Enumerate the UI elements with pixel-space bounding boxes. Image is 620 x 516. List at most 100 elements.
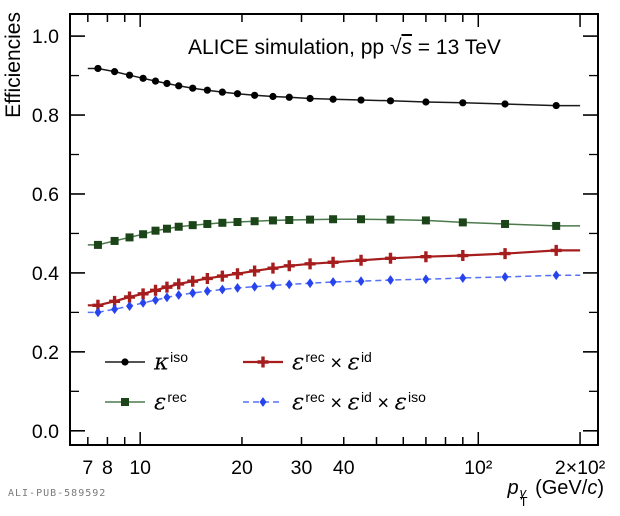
diamond-marker: [111, 304, 119, 315]
x-tick-label: 10²: [464, 457, 493, 479]
diamond-marker: [203, 286, 211, 296]
x-tick-label: 20: [231, 457, 253, 479]
circle-marker: [203, 86, 211, 94]
cross-marker: [124, 291, 136, 303]
circle-marker: [94, 64, 102, 73]
diamond-marker: [422, 274, 430, 285]
y-tick-label: 0.0: [32, 421, 59, 443]
x-tick-label: 30: [291, 457, 313, 479]
circle-marker: [163, 79, 171, 88]
title-sqrt-arg: s: [401, 36, 412, 59]
legend-label: εrec: [154, 388, 187, 416]
circle-marker: [125, 71, 134, 79]
cross-marker: [161, 281, 173, 293]
diamond-marker: [259, 397, 267, 407]
title-prefix: ALICE simulation, pp: [188, 36, 390, 59]
diamond-marker: [94, 307, 102, 318]
cross-marker: [457, 250, 469, 262]
square-marker: [306, 215, 315, 224]
circle-marker: [552, 101, 560, 110]
plot-title: ALICE simulation, pp √s = 13 TeV: [188, 36, 501, 60]
square-marker: [458, 218, 467, 227]
x-tick-label: 40: [333, 457, 355, 479]
circle-marker: [151, 77, 160, 85]
cross-marker: [267, 262, 279, 274]
circle-marker: [233, 90, 242, 98]
square-marker: [285, 216, 294, 225]
diamond-marker: [386, 275, 394, 285]
circle-marker: [329, 95, 337, 103]
circle-marker: [285, 93, 293, 101]
square-marker: [268, 216, 277, 225]
circle-marker: [189, 84, 197, 92]
title-suffix: = 13 TeV: [411, 36, 501, 59]
circle-marker: [422, 98, 430, 106]
series-kappa_iso: [87, 64, 581, 110]
circle-marker: [269, 92, 277, 101]
square-marker: [203, 219, 212, 228]
legend-marker-diamond: [243, 397, 283, 407]
cross-marker: [499, 248, 511, 260]
cross-marker: [201, 272, 213, 284]
cross-marker: [355, 254, 367, 266]
cross-marker: [231, 268, 243, 280]
diamond-marker: [306, 278, 314, 289]
square-marker: [386, 215, 395, 224]
circle-marker: [501, 100, 509, 108]
series-eps_rec: [87, 215, 581, 249]
diamond-marker: [251, 281, 259, 292]
cross-marker: [150, 284, 162, 296]
diamond-marker: [218, 284, 226, 295]
legend-entry-eps_rec: εrec: [103, 388, 241, 416]
legend-entry-eps_rec_x_id_x_iso: εrec × εid × εiso: [241, 388, 426, 416]
square-marker: [139, 230, 148, 239]
legend: κiso εrec × εid εrec εrec × εid × εiso: [103, 342, 426, 422]
cross-marker: [283, 260, 295, 272]
circle-marker: [110, 68, 119, 76]
circle-marker: [218, 88, 226, 96]
square-marker: [110, 236, 119, 245]
square-marker: [125, 233, 134, 242]
x-tick-label: 7: [82, 457, 93, 479]
diamond-marker: [139, 298, 147, 308]
legend-entry-kappa_iso: κiso: [103, 349, 241, 375]
square-marker: [93, 240, 102, 249]
figure-id-label: ALI-PUB-589592: [8, 488, 107, 499]
cross-marker: [173, 278, 185, 290]
y-axis-title: Efficiencies: [2, 12, 25, 118]
cross-marker: [216, 270, 228, 282]
xlabel-c: c: [587, 477, 598, 499]
x-tick-label: 2×10²: [555, 457, 606, 479]
diamond-marker: [175, 290, 183, 300]
square-marker: [250, 217, 259, 226]
circle-marker: [251, 91, 259, 99]
cross-marker: [304, 258, 316, 270]
axis-ticks: 0.0 0.2 0.4 0.6 0.8 1.0 7 8 10 20 30 40 10² 2×10²: [32, 14, 606, 479]
circle-marker: [121, 358, 129, 366]
y-tick-label: 1.0: [32, 26, 59, 48]
series-eps_rec_x_id: [87, 244, 581, 311]
circle-marker: [175, 82, 183, 90]
diamond-marker: [285, 279, 293, 290]
cross-marker: [327, 256, 339, 268]
diamond-marker: [357, 276, 365, 287]
legend-label: εrec × εid × εiso: [292, 388, 426, 416]
square-marker: [552, 221, 561, 230]
xlabel-unit-prefix: (GeV/: [529, 477, 588, 499]
cross-marker: [550, 244, 562, 256]
circle-marker: [139, 74, 147, 82]
square-marker: [501, 219, 510, 228]
y-tick-label: 0.8: [32, 105, 59, 127]
circle-marker: [459, 99, 467, 107]
legend-marker-cross: [243, 356, 283, 368]
xlabel-unit-suffix: ): [597, 477, 604, 499]
legend-marker-square: [105, 398, 145, 406]
series-eps_rec_x_id_x_iso: [87, 270, 581, 318]
diamond-marker: [189, 288, 197, 298]
xlabel-T: T: [519, 494, 528, 509]
square-marker: [329, 215, 338, 224]
cross-marker: [187, 275, 199, 287]
